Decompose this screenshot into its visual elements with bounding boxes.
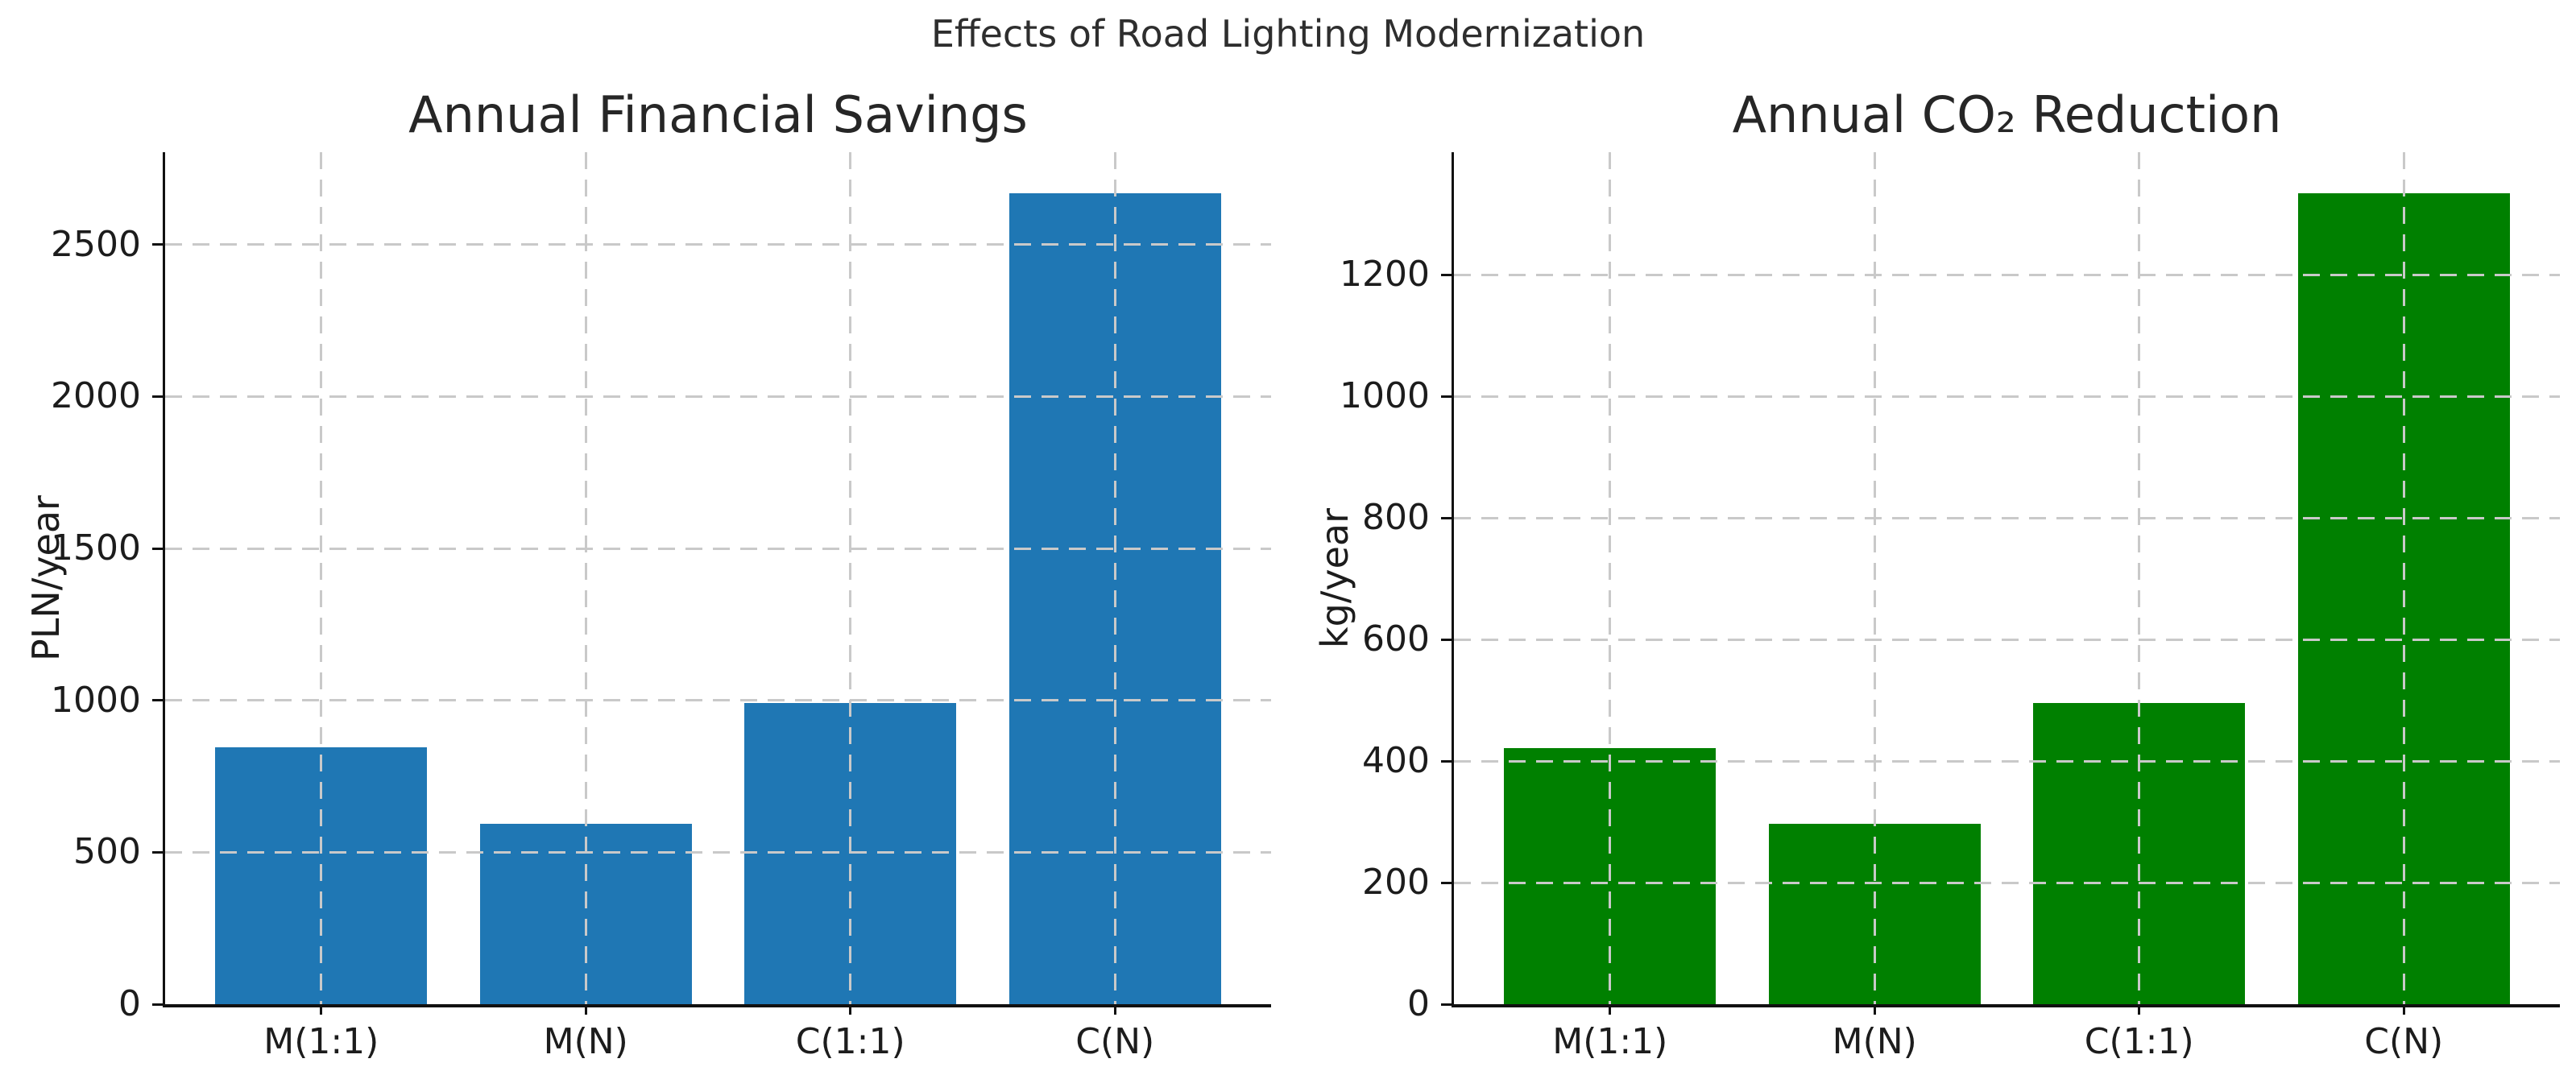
gridline-horizontal bbox=[165, 850, 1271, 854]
x-tick-mark bbox=[584, 1004, 587, 1015]
gridline-horizontal bbox=[165, 547, 1271, 550]
figure-title: Effects of Road Lighting Modernization bbox=[930, 12, 1646, 56]
y-axis-spine bbox=[1452, 152, 1454, 1004]
gridline-vertical bbox=[1873, 152, 1876, 1004]
y-tick-mark bbox=[152, 243, 164, 246]
x-axis-spine bbox=[163, 1004, 1271, 1007]
y-tick-mark bbox=[1441, 273, 1452, 276]
y-tick-label: 400 bbox=[1362, 740, 1430, 782]
chart-title: Annual Financial Savings bbox=[408, 85, 1028, 144]
x-tick-label: C(1:1) bbox=[795, 1021, 905, 1062]
y-tick-label: 1000 bbox=[51, 679, 141, 721]
y-tick-label: 800 bbox=[1362, 497, 1430, 539]
y-tick-mark bbox=[152, 547, 164, 550]
x-axis-spine bbox=[1452, 1004, 2560, 1007]
y-tick-label: 1500 bbox=[51, 527, 141, 569]
x-tick-label: C(N) bbox=[1075, 1021, 1155, 1062]
gridline-horizontal bbox=[165, 699, 1271, 702]
y-tick-label: 0 bbox=[1407, 983, 1430, 1024]
gridline-vertical bbox=[849, 152, 852, 1004]
y-tick-mark bbox=[152, 395, 164, 398]
x-tick-label: M(N) bbox=[1832, 1021, 1917, 1062]
gridline-horizontal bbox=[1454, 516, 2560, 519]
x-tick-label: M(N) bbox=[543, 1021, 628, 1062]
y-axis-label: PLN/year bbox=[24, 495, 68, 661]
plot-area: 0 200 400 600 800 1000 1200 M(1:1) M(N) C(1:1) C(N… bbox=[1340, 152, 2560, 1062]
x-tick-label: M(1:1) bbox=[263, 1021, 379, 1062]
gridline-horizontal bbox=[165, 243, 1271, 246]
gridline-horizontal bbox=[1454, 881, 2560, 884]
y-tick-label: 0 bbox=[118, 983, 141, 1024]
y-axis-spine bbox=[163, 152, 165, 1004]
y-tick-label: 2500 bbox=[51, 223, 141, 265]
y-tick-mark bbox=[1441, 1003, 1452, 1006]
x-tick-label: M(1:1) bbox=[1552, 1021, 1668, 1062]
x-tick-mark bbox=[2138, 1004, 2141, 1015]
y-tick-mark bbox=[152, 1003, 164, 1006]
y-tick-mark bbox=[1441, 395, 1452, 398]
y-tick-label: 1000 bbox=[1340, 375, 1430, 417]
y-tick-label: 500 bbox=[73, 831, 141, 873]
y-tick-mark bbox=[152, 699, 164, 702]
gridline-horizontal bbox=[165, 395, 1271, 398]
y-axis-label: kg/year bbox=[1313, 508, 1356, 648]
x-tick-mark bbox=[1873, 1004, 1876, 1015]
gridline-vertical bbox=[2402, 152, 2405, 1004]
gridline-horizontal bbox=[1454, 273, 2560, 276]
y-tick-mark bbox=[1441, 881, 1452, 884]
gridline-horizontal bbox=[1454, 759, 2560, 763]
x-tick-mark bbox=[849, 1004, 852, 1015]
y-tick-mark bbox=[1441, 516, 1452, 519]
y-tick-label: 2000 bbox=[51, 375, 141, 417]
x-tick-label: C(1:1) bbox=[2084, 1021, 2194, 1062]
gridline-vertical bbox=[2138, 152, 2141, 1004]
plot-area: 0 500 1000 1500 2000 2500 M(1:1) M(N) C(1:1) C(N) bbox=[51, 152, 1271, 1062]
x-tick-label: C(N) bbox=[2364, 1021, 2444, 1062]
y-tick-label: 1200 bbox=[1340, 254, 1430, 296]
x-tick-mark bbox=[320, 1004, 323, 1015]
gridline-horizontal bbox=[1454, 395, 2560, 398]
y-tick-label: 200 bbox=[1362, 862, 1430, 904]
gridline-vertical bbox=[320, 152, 323, 1004]
gridline-horizontal bbox=[1454, 638, 2560, 641]
x-tick-mark bbox=[1609, 1004, 1612, 1015]
x-tick-mark bbox=[2402, 1004, 2405, 1015]
y-tick-mark bbox=[1441, 638, 1452, 641]
chart-title: Annual CO₂ Reduction bbox=[1732, 85, 2282, 144]
gridline-vertical bbox=[584, 152, 587, 1004]
y-tick-label: 600 bbox=[1362, 618, 1430, 660]
y-tick-mark bbox=[1441, 759, 1452, 763]
x-tick-mark bbox=[1113, 1004, 1116, 1015]
gridline-vertical bbox=[1609, 152, 1612, 1004]
y-tick-mark bbox=[152, 850, 164, 854]
gridline-vertical bbox=[1113, 152, 1116, 1004]
